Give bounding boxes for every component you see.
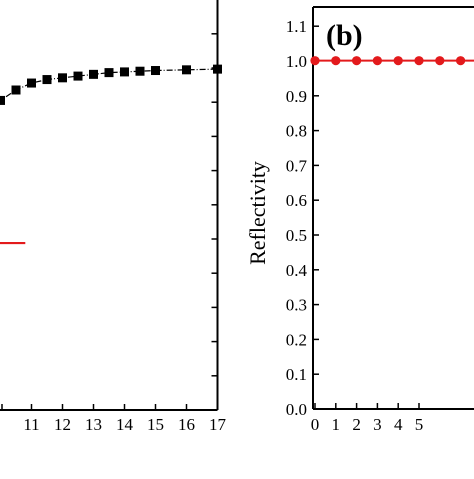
panel-b-red-circle-marker [393,56,403,66]
panel-a-square-marker [11,85,21,95]
panel-a-square-marker [27,78,36,88]
panel-a-square-marker [58,73,67,83]
panel-a-square-marker [89,69,98,79]
panel-b-y-tick-label: 0.7 [286,156,308,175]
panel-a-square-marker [42,75,52,85]
panel-b-red-circle-marker [414,56,424,66]
panel-b-red-circle-marker [352,56,362,66]
panel-a-x-tick-label: 14 [116,415,134,434]
panel-b-x-tick-label: 4 [394,415,403,434]
panel-b-y-tick-label: 1.1 [286,17,307,36]
panel-b-red-circle-marker [310,56,320,66]
panel-b-x-tick-label: 3 [373,415,382,434]
panel-a-square-marker [0,95,5,105]
panel-b-y-tick-label: 0.6 [286,191,307,210]
panel-a-x-tick-label: 13 [85,415,102,434]
panel-b-x-tick-label: 5 [415,415,424,434]
panel-a-x-tick-label: 0 [0,415,1,434]
panel-a-x-tick-label: 12 [54,415,71,434]
panel-a-square-marker [213,64,222,74]
panel-b-red-circle-marker [372,56,382,66]
panel-b-y-tick-label: 0.2 [286,330,307,349]
panel-b-y-tick-label: 0.0 [286,400,307,419]
panel-b-y-tick-label: 1.0 [286,52,307,71]
panel-a-x-tick-label: 16 [178,415,195,434]
panel-a-square-marker [135,66,145,76]
panel-b-x-tick-label: 2 [352,415,361,434]
panel-b-red-circle-marker [331,56,341,66]
panel-b-red-circle-marker [435,56,445,66]
panel-a-square-marker [104,68,114,78]
panel-a-square-marker [151,66,160,76]
panel-b-x-tick-label: 1 [332,415,341,434]
panel-b-y-tick-label: 0.3 [286,296,307,315]
panel-a-x-tick-label: 17 [209,415,227,434]
panel-a-square-marker [182,65,191,75]
panel-a-x-tick-label: 11 [23,415,39,434]
panel-b-y-tick-label: 0.8 [286,122,307,141]
panel-b-y-tick-label: 0.4 [286,261,308,280]
panel-b-red-circle-marker [456,56,466,66]
panel-b: 0.0 0.1 0.2 0.3 0.4 0.5 0.6 0.7 0.8 0.9 1.0 1.1 0 1 2 3… [245,6,474,434]
panel-b-y-tick-label: 0.1 [286,365,307,384]
panel-b-y-tick-label: 0.5 [286,226,307,245]
panel-a: 0 11 12 13 14 15 16 17 [0,0,227,434]
panel-b-y-tick-label: 0.9 [286,87,307,106]
panel-a-square-marker [120,67,129,77]
panel-b-y-axis-label: Reflectivity [245,161,270,265]
panel-b-label: (b) [326,19,363,52]
panel-b-x-tick-label: 0 [311,415,320,434]
panel-a-square-marker [73,71,83,81]
panel-a-x-tick-label: 15 [147,415,164,434]
